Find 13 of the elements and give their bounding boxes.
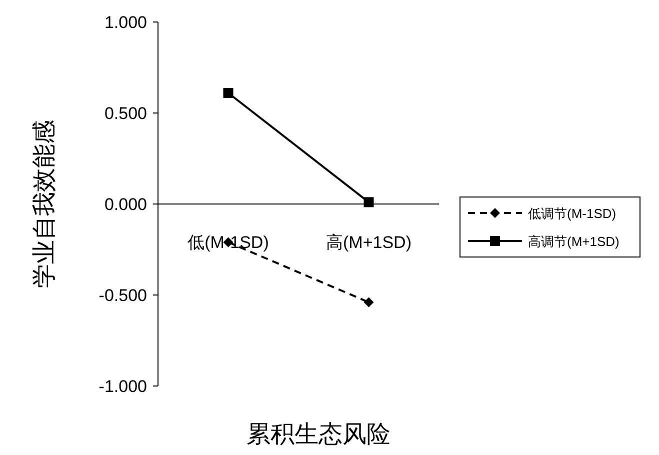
y-tick-label: -0.500: [98, 286, 147, 305]
y-axis-title: 学业自我效能感: [31, 120, 58, 288]
point: [364, 197, 374, 208]
y-tick-label: 0.000: [104, 195, 147, 214]
legend-label: 低调节(M-1SD): [528, 206, 616, 221]
point: [364, 297, 374, 308]
x-axis-title: 累积生态风险: [246, 421, 390, 448]
y-tick-label: -1.000: [98, 377, 147, 396]
y-tick-label: 0.500: [104, 104, 147, 123]
y-tick-label: 1.000: [104, 13, 147, 32]
x-tick-label: 高(M+1SD): [326, 233, 412, 252]
legend-label: 高调节(M+1SD): [528, 234, 620, 249]
point: [223, 88, 234, 98]
